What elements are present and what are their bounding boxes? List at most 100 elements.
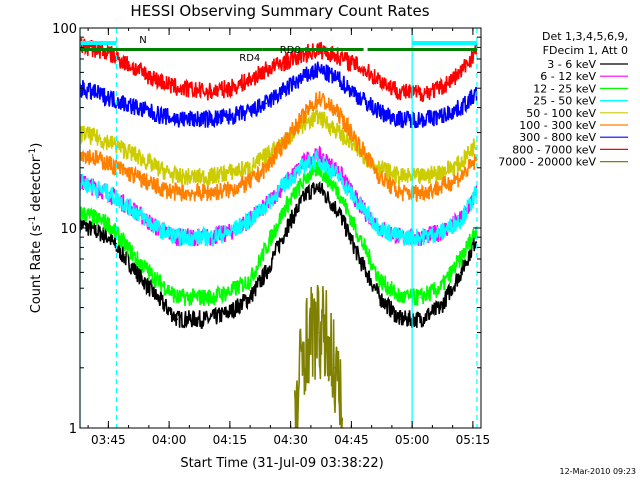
status-bar-label-n: N (139, 35, 146, 46)
data-point-7000-20000-kev-3 (318, 331, 320, 334)
data-point-7000-20000-kev-1 (302, 347, 304, 350)
data-point-100-300-kev-14 (378, 176, 381, 178)
data-point-50-100-kev-2 (135, 154, 138, 157)
data-point-12-25-kev-6 (229, 291, 231, 293)
series-line-300-800-kev (80, 61, 478, 129)
data-point-3-6-kev-15 (399, 318, 401, 321)
data-point-3-6-kev-4 (176, 318, 178, 321)
chart-title: HESSI Observing Summary Count Rates (130, 2, 429, 20)
data-point-800-7000-kev-17 (439, 87, 442, 89)
data-point-300-800-kev-16 (419, 118, 422, 120)
data-point-100-300-kev-16 (419, 192, 422, 194)
data-point-100-300-kev-11 (318, 96, 320, 99)
series-line-100-300-kev (80, 91, 478, 202)
data-point-12-25-kev-9 (285, 204, 288, 206)
data-point-12-25-kev-18 (459, 258, 462, 260)
data-point-800-7000-kev-5 (208, 91, 211, 93)
data-point-12-25-kev-13 (358, 236, 361, 238)
data-point-50-100-kev-8 (265, 154, 268, 157)
status-bar-label-rd4: RD4 (239, 53, 260, 64)
series-800-7000-kev (80, 37, 478, 103)
data-point-800-7000-kev-14 (378, 79, 381, 81)
series-line-25-50-kev (80, 149, 478, 248)
data-point-12-25-kev-12 (338, 192, 341, 194)
legend-label-3-6-kev: 3 - 6 keV (547, 58, 596, 71)
data-point-3-6-kev-13 (358, 258, 361, 260)
data-point-50-100-kev-11 (318, 115, 320, 118)
data-point-12-25-kev-5 (208, 296, 211, 299)
status-bar-4 (367, 48, 477, 51)
data-point-3-6-kev-7 (249, 296, 251, 299)
data-point-50-100-kev-16 (419, 176, 422, 178)
data-point-100-300-kev-3 (156, 186, 158, 188)
data-point-12-25-kev-10 (306, 176, 308, 178)
y-tick-label-10: 10 (60, 222, 77, 237)
data-point-100-300-kev-4 (176, 192, 178, 194)
series-7000-20000-kev (293, 284, 345, 428)
legend-label-50-100-kev: 50 - 100 keV (526, 107, 596, 120)
data-point-25-50-kev-11 (318, 158, 320, 161)
data-point-3-6-kev-12 (338, 211, 341, 213)
legend-header-line-1: Det 1,3,4,5,6,9, (542, 30, 628, 43)
data-point-50-100-kev-18 (459, 162, 462, 165)
data-point-25-50-kev-13 (358, 204, 361, 206)
legend-label-300-800-kev: 300 - 800 keV (519, 131, 596, 144)
data-point-25-50-kev-12 (338, 176, 341, 178)
data-point-25-50-kev-6 (229, 231, 231, 234)
series-line-3-6-kev (80, 181, 478, 329)
data-point-100-300-kev-10 (306, 111, 308, 113)
data-point-300-800-kev-13 (358, 96, 361, 99)
data-point-7000-20000-kev-2 (310, 331, 312, 334)
y-tick-label-1: 1 (69, 422, 77, 437)
series-line-50-100-kev (80, 108, 478, 187)
status-bar-label-rd0: RD0 (280, 45, 301, 56)
data-point-800-7000-kev-8 (265, 68, 268, 71)
data-point-800-7000-kev-4 (176, 87, 178, 89)
data-point-3-6-kev-3 (156, 296, 158, 299)
data-point-3-6-kev-8 (265, 271, 268, 274)
data-point-25-50-kev-9 (285, 181, 288, 183)
data-point-300-800-kev-15 (399, 118, 401, 120)
data-point-3-6-kev-5 (208, 318, 211, 321)
legend-label-12-25-kev: 12 - 25 keV (533, 82, 596, 95)
data-point-100-300-kev-6 (229, 189, 231, 191)
data-point-800-7000-kev-18 (459, 71, 462, 74)
data-point-25-50-kev-8 (265, 204, 268, 206)
data-point-3-6-kev-6 (229, 311, 231, 313)
x-tick-label-04-00: 04:00 (152, 433, 187, 447)
series-line-12-25-kev (80, 161, 478, 307)
data-point-25-50-kev-5 (208, 236, 211, 238)
data-point-100-300-kev-19 (476, 158, 478, 161)
data-point-300-800-kev-11 (318, 68, 320, 71)
data-point-25-50-kev-10 (306, 162, 308, 165)
data-point-12-25-kev-7 (249, 279, 251, 281)
data-point-800-7000-kev-3 (156, 79, 158, 81)
data-point-300-800-kev-10 (306, 74, 308, 77)
data-point-7000-20000-kev-5 (334, 367, 337, 369)
y-axis-label: Count Rate (s-1 detector-1) (28, 143, 44, 314)
data-point-300-800-kev-6 (229, 115, 231, 118)
data-point-50-100-kev-14 (378, 167, 381, 169)
data-point-300-800-kev-14 (378, 111, 381, 113)
data-point-12-25-kev-14 (378, 279, 381, 281)
data-point-100-300-kev-5 (208, 192, 211, 194)
data-point-100-300-kev-2 (135, 176, 138, 178)
legend: Det 1,3,4,5,6,9, FDecim 1, Att 0 3 - 6 k… (498, 30, 628, 169)
legend-label-7000-20000-kev: 7000 - 20000 keV (498, 156, 596, 169)
x-tick-label-04-45: 04:45 (334, 433, 369, 447)
data-point-300-800-kev-3 (156, 113, 158, 116)
data-point-50-100-kev-12 (338, 131, 341, 134)
data-point-100-300-kev-12 (338, 113, 341, 116)
legend-label-25-50-kev: 25 - 50 keV (533, 95, 596, 108)
data-point-800-7000-kev-12 (338, 55, 341, 58)
legend-label-6-12-kev: 6 - 12 keV (540, 70, 596, 83)
data-point-100-300-kev-7 (249, 181, 251, 183)
data-point-12-25-kev-4 (176, 296, 178, 299)
y-tick-label-100: 100 (52, 22, 77, 37)
data-point-100-300-kev-9 (285, 137, 288, 140)
data-point-300-800-kev-4 (176, 118, 178, 120)
data-point-300-800-kev-5 (208, 118, 211, 120)
data-point-3-6-kev-10 (306, 192, 308, 194)
data-point-3-6-kev-18 (459, 271, 462, 274)
